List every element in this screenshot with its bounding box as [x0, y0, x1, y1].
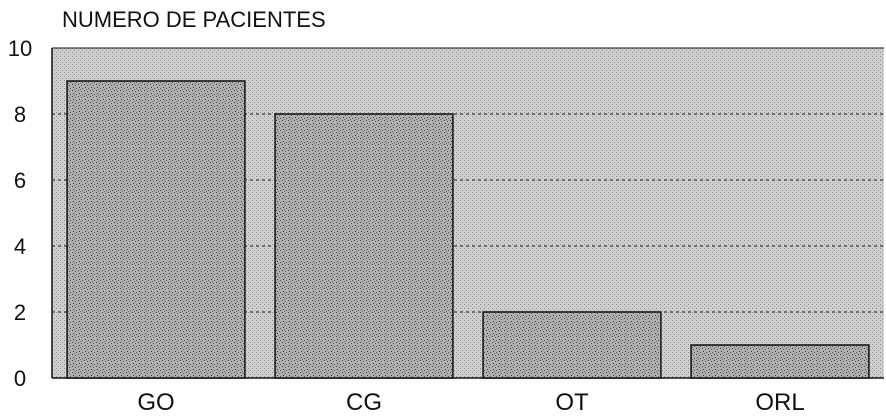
x-tick-label-orl: ORL — [755, 389, 804, 414]
bar-go — [66, 80, 246, 379]
bar-cg — [274, 113, 454, 379]
y-tick-label-6: 6 — [14, 168, 26, 193]
bar-ot — [482, 311, 662, 379]
x-axis-ticks: GO CG OT ORL — [137, 389, 804, 416]
y-tick-label-8: 8 — [14, 102, 26, 127]
x-tick-label-ot: OT — [555, 389, 589, 414]
y-tick-label-4: 4 — [14, 234, 26, 259]
y-axis-title: NUMERO DE PACIENTES — [62, 7, 326, 32]
x-tick-label-cg: CG — [346, 389, 382, 414]
y-axis-ticks: 0 2 4 6 8 10 — [8, 36, 32, 391]
bars — [66, 80, 870, 379]
x-tick-label-go: GO — [137, 389, 174, 414]
y-tick-label-10: 10 — [8, 36, 32, 61]
y-tick-label-0: 0 — [14, 366, 26, 391]
y-tick-label-2: 2 — [14, 300, 26, 325]
bar-orl — [690, 344, 870, 379]
